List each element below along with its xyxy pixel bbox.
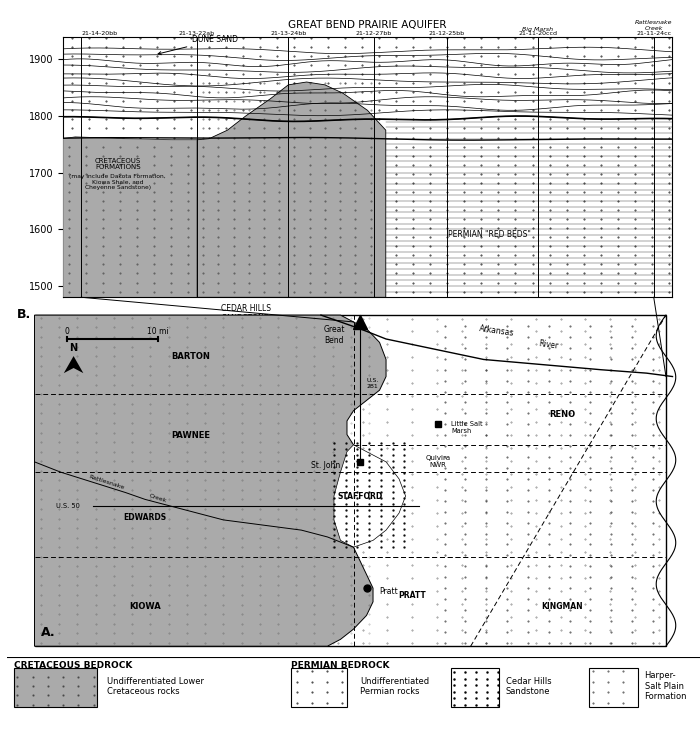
Text: FORMATIONS: FORMATIONS — [95, 164, 141, 170]
Polygon shape — [64, 356, 83, 373]
Text: 21-11-20ccd: 21-11-20ccd — [519, 31, 557, 35]
Text: Big Marsh: Big Marsh — [522, 27, 554, 32]
Bar — [291, 669, 346, 707]
Polygon shape — [63, 137, 197, 297]
Text: Creek: Creek — [148, 493, 168, 504]
Text: PERMIAN "RED BEDS": PERMIAN "RED BEDS" — [448, 230, 531, 239]
Text: Cedar Hills
Sandstone: Cedar Hills Sandstone — [506, 677, 552, 696]
Text: 21-12-25bb: 21-12-25bb — [428, 31, 465, 35]
Text: Cheyenne Sandstone): Cheyenne Sandstone) — [85, 186, 151, 190]
Text: BARTON: BARTON — [172, 352, 210, 361]
Polygon shape — [197, 82, 386, 297]
Text: N: N — [69, 343, 78, 352]
Text: PAWNEE: PAWNEE — [172, 431, 210, 440]
Text: B.: B. — [18, 308, 32, 321]
Text: GREAT BEND PRAIRIE AQUIFER: GREAT BEND PRAIRIE AQUIFER — [288, 20, 447, 30]
Text: 21-12-27bb: 21-12-27bb — [356, 31, 392, 35]
Text: RENO: RENO — [549, 410, 575, 420]
Text: CRETACEOUS: CRETACEOUS — [94, 159, 141, 164]
Text: U.S.
281: U.S. 281 — [367, 378, 379, 389]
Text: STAFFORD: STAFFORD — [337, 493, 383, 501]
Text: Rattlesnake: Rattlesnake — [88, 474, 125, 490]
Text: Undifferentiated
Permian rocks: Undifferentiated Permian rocks — [360, 677, 430, 696]
Text: 0: 0 — [64, 327, 69, 336]
Text: Pratt: Pratt — [379, 587, 398, 596]
Polygon shape — [63, 247, 234, 297]
Polygon shape — [334, 445, 405, 548]
Text: Rattlesnake
Creek: Rattlesnake Creek — [635, 21, 673, 31]
Text: KINGMAN: KINGMAN — [541, 602, 582, 611]
Text: Undifferentiated Lower
Cretaceous rocks: Undifferentiated Lower Cretaceous rocks — [108, 677, 204, 696]
Text: River: River — [538, 340, 559, 352]
Polygon shape — [63, 137, 197, 297]
Text: (may include Dakota Formation,: (may include Dakota Formation, — [69, 174, 166, 179]
Bar — [14, 669, 97, 707]
Text: DUNE SAND: DUNE SAND — [158, 35, 238, 54]
Text: St. John: St. John — [312, 461, 340, 470]
Text: KIOWA: KIOWA — [130, 602, 161, 611]
Text: Great
Bend: Great Bend — [323, 325, 344, 345]
Text: PERMIAN BEDROCK: PERMIAN BEDROCK — [291, 661, 390, 670]
Text: 21-13-24bb: 21-13-24bb — [270, 31, 307, 35]
Text: Kiowa Shale, and: Kiowa Shale, and — [92, 180, 144, 185]
Polygon shape — [34, 315, 386, 646]
Text: EDWARDS: EDWARDS — [124, 513, 167, 522]
Bar — [589, 669, 638, 707]
Text: CEDAR HILLS
SANDSTONE: CEDAR HILLS SANDSTONE — [220, 304, 271, 324]
Text: U.S. 50: U.S. 50 — [56, 504, 80, 509]
Text: 21-14-20bb: 21-14-20bb — [81, 31, 118, 35]
Text: Little Salt
Marsh: Little Salt Marsh — [452, 421, 483, 435]
Text: Arkansas: Arkansas — [479, 324, 514, 338]
Text: A.: A. — [41, 626, 55, 639]
Text: Quivira
NWR: Quivira NWR — [426, 455, 451, 468]
Text: 21-13-22ab: 21-13-22ab — [179, 31, 215, 35]
Text: PRATT: PRATT — [398, 592, 426, 600]
Text: 21-11-24cc: 21-11-24cc — [636, 31, 671, 35]
Text: CRETACEOUS BEDROCK: CRETACEOUS BEDROCK — [14, 661, 132, 670]
Text: Harper-
Salt Plain
Formation: Harper- Salt Plain Formation — [645, 672, 687, 701]
Text: 10 mi: 10 mi — [148, 327, 169, 336]
Bar — [451, 669, 499, 707]
